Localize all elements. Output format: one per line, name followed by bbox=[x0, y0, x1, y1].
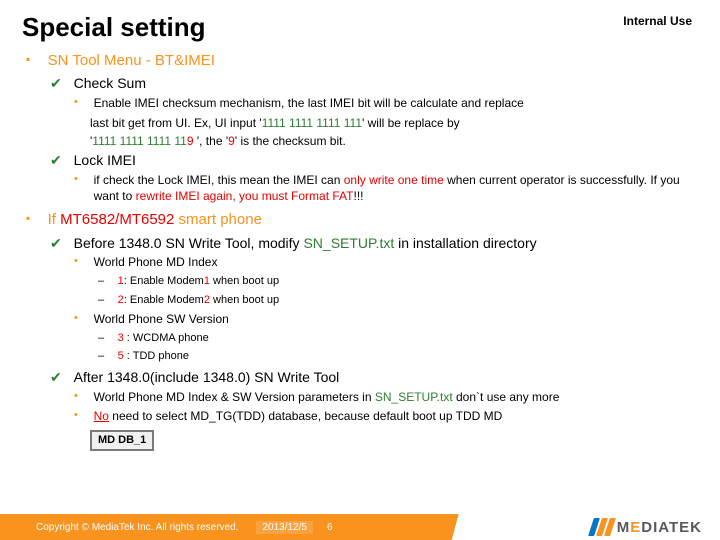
check-icon: ✔ bbox=[50, 234, 64, 253]
dash-icon: – bbox=[98, 293, 108, 308]
page-title: Special setting bbox=[22, 12, 698, 43]
mddb-badge: MD DB_1 bbox=[90, 430, 154, 451]
check-icon: ✔ bbox=[50, 74, 64, 93]
slide: Internal Use Special setting ▪ SN Tool M… bbox=[0, 0, 720, 540]
copyright-text: Copyright © MediaTek Inc. All rights res… bbox=[36, 522, 238, 533]
section-heading: SN Tool Menu - BT&IMEI bbox=[48, 51, 688, 71]
dash-icon: – bbox=[98, 331, 108, 346]
swver-opt1: – 3 : WCDMA phone bbox=[98, 331, 698, 349]
item-label: After 1348.0(include 1348.0) SN Write To… bbox=[74, 368, 694, 387]
bullet-icon: ▪ bbox=[26, 210, 36, 226]
mediatek-logo: MEDIATEK bbox=[591, 518, 702, 536]
text: World Phone SW Version bbox=[94, 311, 694, 327]
after-l1: • World Phone MD Index & SW Version para… bbox=[74, 389, 698, 407]
swver-opt2: – 5 : TDD phone bbox=[98, 349, 698, 367]
footer-logo-area: MEDIATEK bbox=[440, 514, 720, 540]
dot-icon: • bbox=[74, 172, 84, 187]
mddb-button-image: MD DB_1 bbox=[26, 428, 698, 451]
dot-icon: • bbox=[74, 311, 84, 326]
bullet-icon: ▪ bbox=[26, 51, 36, 67]
checksum-desc-3: '1111 1111 1111 119 ', the '9' is the ch… bbox=[90, 133, 698, 149]
section-sn-tool: ▪ SN Tool Menu - BT&IMEI bbox=[26, 51, 698, 71]
checksum-desc-1: • Enable IMEI checksum mechanism, the la… bbox=[74, 95, 698, 113]
footer: Copyright © MediaTek Inc. All rights res… bbox=[0, 514, 720, 540]
dash-icon: – bbox=[98, 274, 108, 289]
slide-content: ▪ SN Tool Menu - BT&IMEI ✔ Check Sum • E… bbox=[22, 51, 698, 451]
check-icon: ✔ bbox=[50, 368, 64, 387]
item-checksum: ✔ Check Sum bbox=[50, 74, 698, 93]
after-l2: • No need to select MD_TG(TDD) database,… bbox=[74, 408, 698, 426]
logo-text: MEDIATEK bbox=[617, 519, 702, 536]
dot-icon: • bbox=[74, 254, 84, 269]
text: if check the Lock IMEI, this mean the IM… bbox=[94, 172, 694, 204]
page-number: 6 bbox=[327, 522, 333, 533]
section-mt-phone: ▪ If MT6582/MT6592 smart phone bbox=[26, 210, 698, 230]
mdindex: • World Phone MD Index bbox=[74, 254, 698, 272]
dot-icon: • bbox=[74, 408, 84, 423]
swver: • World Phone SW Version bbox=[74, 311, 698, 329]
item-before: ✔ Before 1348.0 SN Write Tool, modify SN… bbox=[50, 234, 698, 253]
logo-icon bbox=[591, 518, 613, 536]
item-label: Check Sum bbox=[74, 74, 694, 93]
lockimei-desc: • if check the Lock IMEI, this mean the … bbox=[74, 172, 698, 204]
dot-icon: • bbox=[74, 389, 84, 404]
section-heading: If MT6582/MT6592 smart phone bbox=[48, 210, 688, 230]
item-lockimei: ✔ Lock IMEI bbox=[50, 151, 698, 170]
item-after: ✔ After 1348.0(include 1348.0) SN Write … bbox=[50, 368, 698, 387]
item-label: Lock IMEI bbox=[74, 151, 694, 170]
check-icon: ✔ bbox=[50, 151, 64, 170]
text: Enable IMEI checksum mechanism, the last… bbox=[94, 95, 694, 111]
mdindex-opt1: – 1: Enable Modem1 when boot up bbox=[98, 274, 698, 292]
item-label: Before 1348.0 SN Write Tool, modify SN_S… bbox=[74, 234, 694, 253]
mdindex-opt2: – 2: Enable Modem2 when boot up bbox=[98, 293, 698, 311]
dash-icon: – bbox=[98, 349, 108, 364]
footer-date: 2013/12/5 bbox=[256, 521, 313, 534]
checksum-desc-2: last bit get from UI. Ex, UI input '1111… bbox=[90, 115, 698, 131]
classification-label: Internal Use bbox=[623, 14, 692, 28]
dot-icon: • bbox=[74, 95, 84, 110]
text: World Phone MD Index bbox=[94, 254, 694, 270]
